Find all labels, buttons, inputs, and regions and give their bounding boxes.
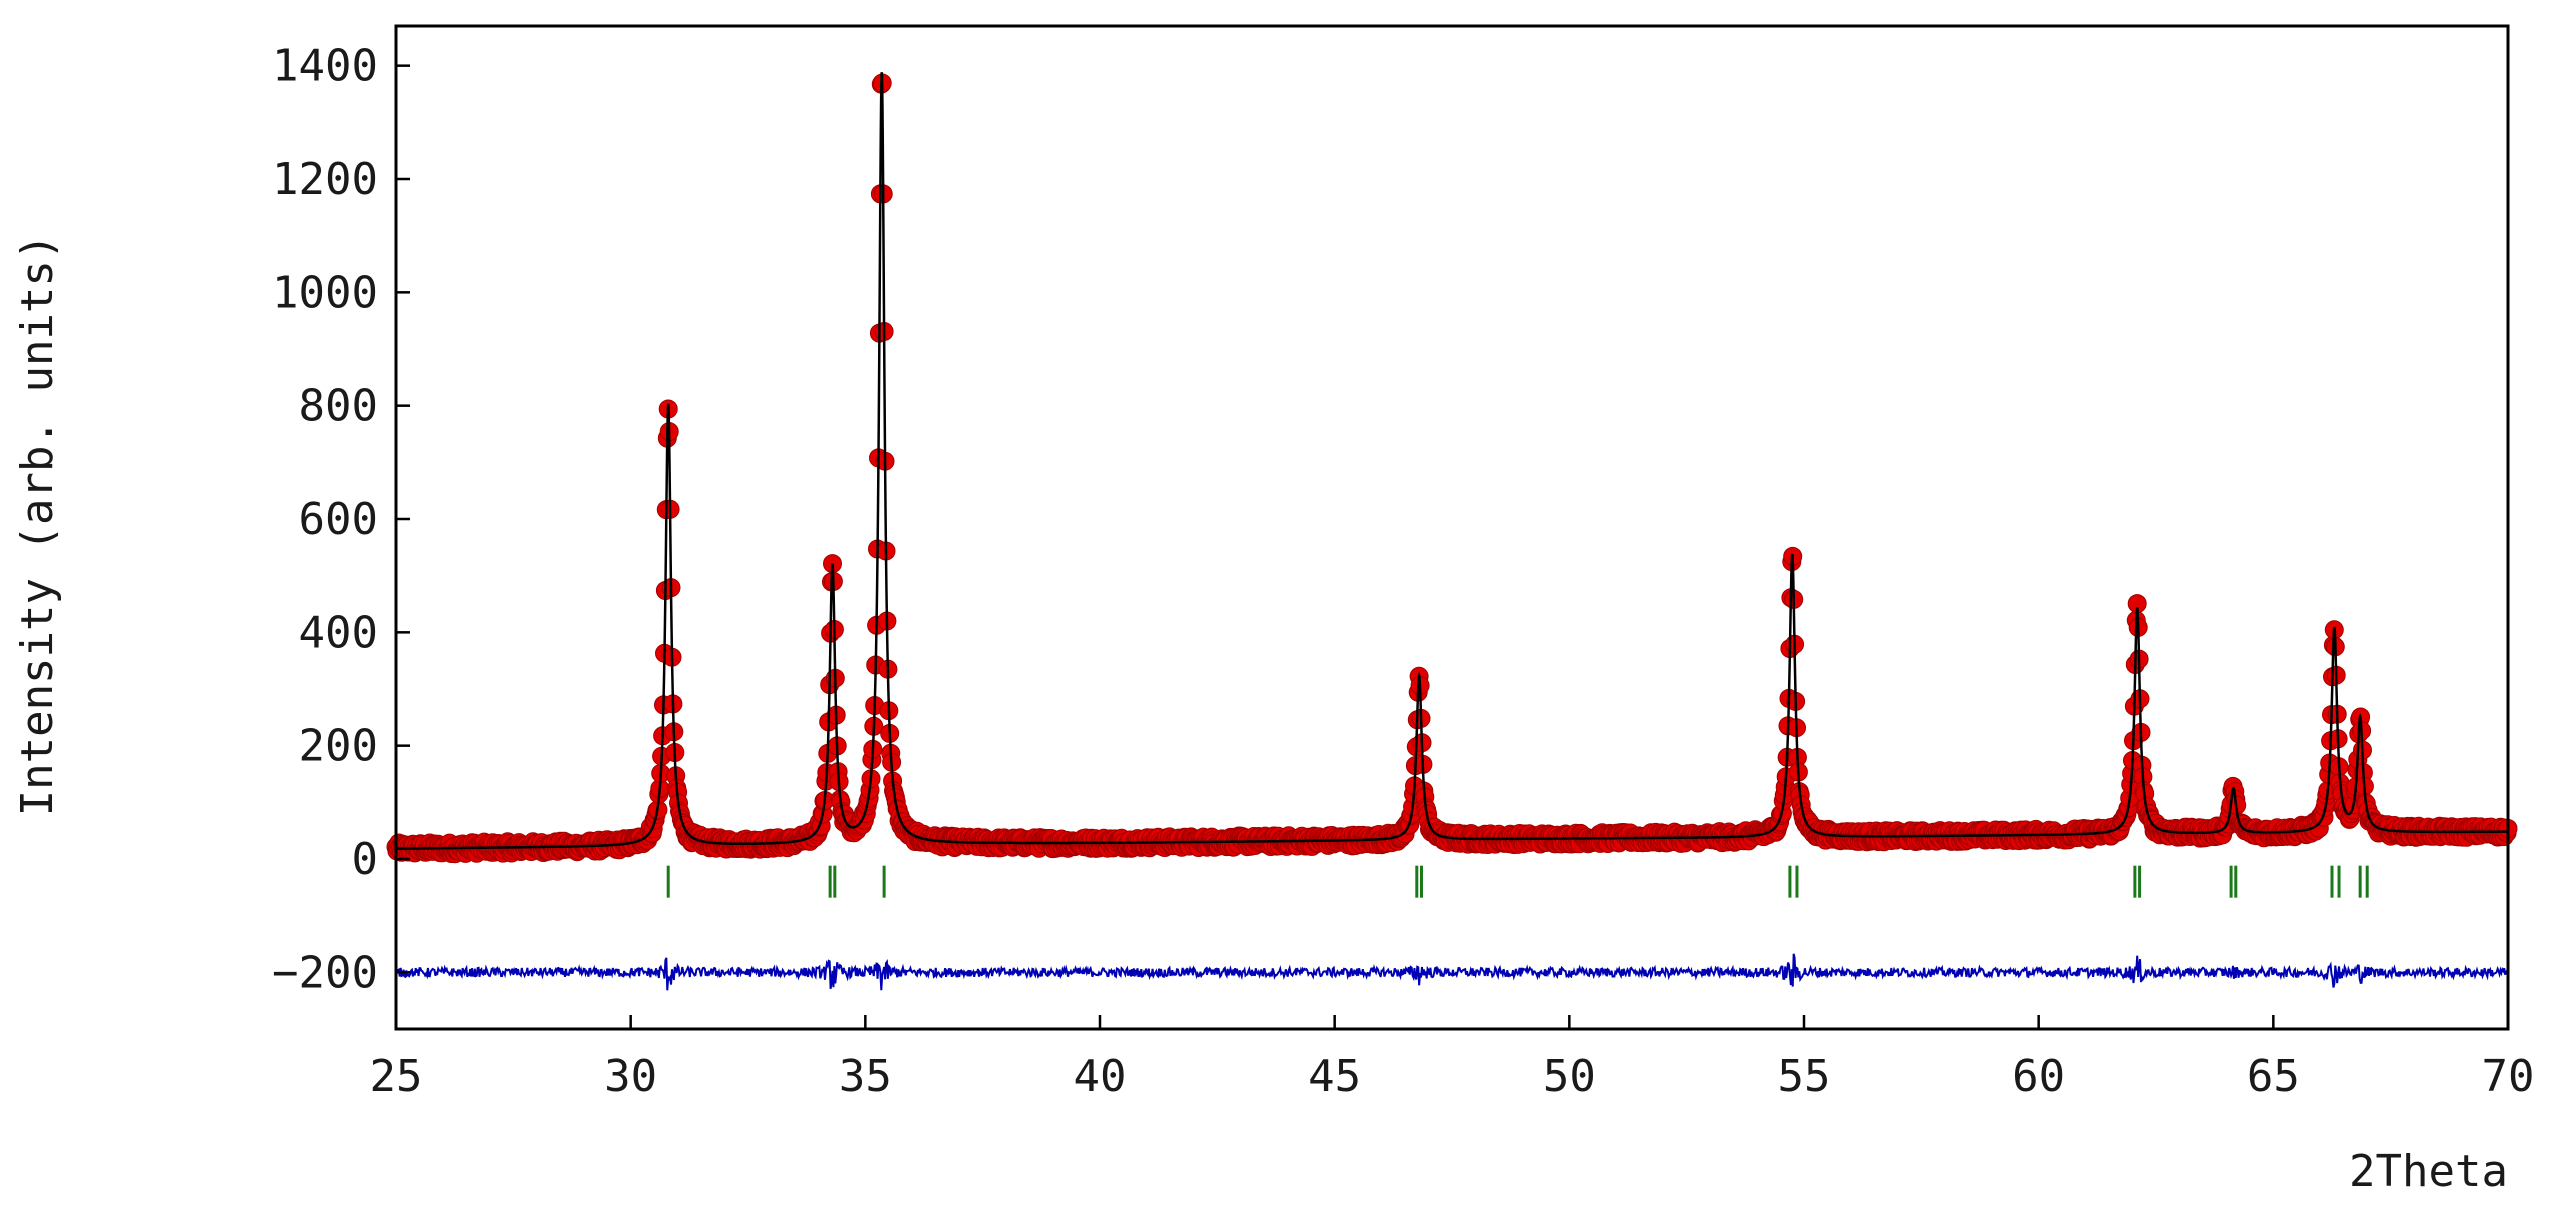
x-tick-label: 60 — [2012, 1051, 2065, 1102]
difference-curve-line — [395, 953, 2509, 991]
y-tick-label: 0 — [352, 834, 379, 885]
y-tick-label: 1000 — [272, 267, 378, 318]
x-tick-label: 50 — [1543, 1051, 1596, 1102]
x-tick-label: 40 — [1074, 1051, 1127, 1102]
y-tick-label: 200 — [299, 721, 378, 772]
calculated-profile-line — [396, 72, 2508, 850]
x-tick-label: 55 — [1778, 1051, 1831, 1102]
series-layer — [386, 72, 2518, 991]
x-tick-label: 30 — [604, 1051, 657, 1102]
y-tick-label: 1200 — [272, 154, 378, 205]
plot-frame — [394, 24, 2510, 1031]
x-axis-label: 2Theta — [2349, 1146, 2508, 1197]
x-tick-label: 35 — [839, 1051, 892, 1102]
x-tick-label: 70 — [2482, 1051, 2535, 1102]
axis-layer: 25 30 35 40 45 50 55 60 65 70 −200 0 200 400 600 800 100… — [272, 41, 2534, 1102]
x-tick-label: 65 — [2247, 1051, 2300, 1102]
bragg-positions — [666, 865, 2369, 898]
y-tick-label: 400 — [299, 607, 378, 658]
x-tick-label: 45 — [1308, 1051, 1361, 1102]
y-tick-label: 600 — [299, 494, 378, 545]
y-tick-label: 800 — [299, 381, 378, 432]
x-tick-label: 25 — [370, 1051, 423, 1102]
y-tick-label: 1400 — [272, 41, 378, 92]
y-tick-label: −200 — [272, 947, 378, 998]
observed-series — [386, 73, 2518, 864]
y-axis-label: Intensity (arb. units) — [12, 234, 63, 817]
